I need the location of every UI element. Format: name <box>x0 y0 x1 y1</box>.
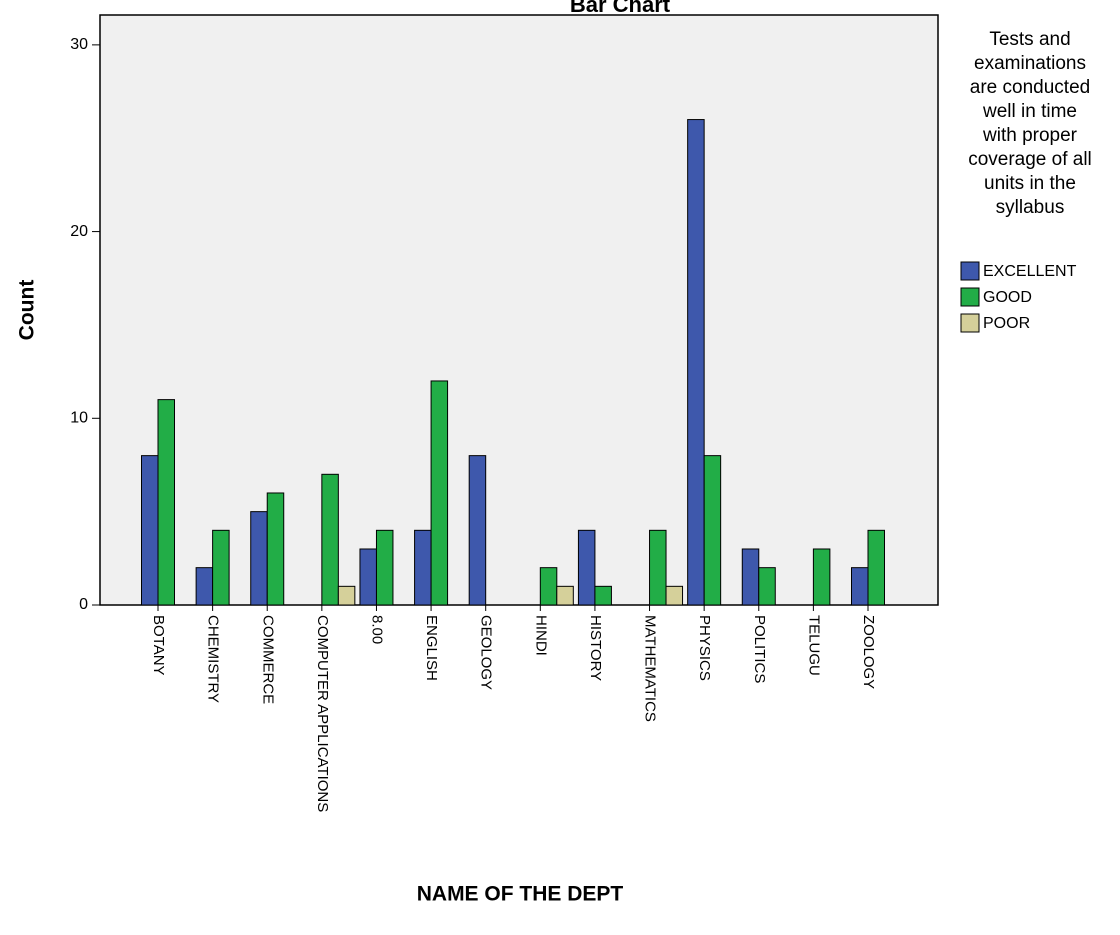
chart-title: Bar Chart <box>570 0 671 17</box>
legend-label: EXCELLENT <box>983 263 1077 280</box>
x-tick-label: 8.00 <box>368 615 385 644</box>
x-tick-label: HINDI <box>532 615 549 656</box>
legend-swatch <box>960 313 980 333</box>
x-tick-label: BOTANY <box>150 615 167 676</box>
x-tick-label: PHYSICS <box>696 615 713 681</box>
bar <box>758 567 776 606</box>
bar <box>687 119 705 606</box>
bar <box>195 567 214 606</box>
y-tick-label: 20 <box>70 223 88 240</box>
bar <box>649 529 667 606</box>
bar <box>665 585 684 606</box>
bar <box>375 529 394 606</box>
bar <box>468 455 487 606</box>
bar <box>141 455 159 606</box>
bar <box>851 567 869 606</box>
bar <box>359 548 377 606</box>
x-tick-label: MATHEMATICS <box>642 615 659 722</box>
plot-area <box>99 14 939 606</box>
y-axis-title: Count <box>16 280 39 341</box>
x-tick-label: HISTORY <box>587 615 604 681</box>
x-tick-label: TELUGU <box>805 615 822 676</box>
bar <box>157 399 175 606</box>
bar <box>430 380 449 606</box>
x-tick-label: ZOOLOGY <box>860 615 877 689</box>
bar <box>577 529 596 606</box>
bar <box>212 529 230 606</box>
bar <box>703 455 722 606</box>
bar <box>812 548 831 606</box>
legend-swatch <box>960 287 980 307</box>
y-tick-label: 0 <box>79 596 88 613</box>
x-tick-label: COMPUTER APPLICATIONS <box>314 615 331 812</box>
y-tick-label: 10 <box>70 410 88 427</box>
bar <box>556 585 574 606</box>
bar <box>414 529 432 606</box>
bar <box>741 548 760 606</box>
bar <box>594 585 612 606</box>
bar <box>321 473 339 606</box>
bar <box>250 511 268 606</box>
legend-title: Tests and examinations are conducted wel… <box>968 29 1092 218</box>
x-tick-label: POLITICS <box>751 615 768 683</box>
bar <box>266 492 285 606</box>
x-tick-label: COMMERCE <box>259 615 276 704</box>
bar <box>539 567 558 606</box>
bar <box>337 585 356 606</box>
legend-label: GOOD <box>983 289 1032 306</box>
legend-swatch <box>960 261 980 281</box>
legend-label: POOR <box>983 315 1030 332</box>
x-tick-label: GEOLOGY <box>478 615 495 690</box>
bar <box>867 529 885 606</box>
x-axis-title: NAME OF THE DEPT <box>417 883 624 906</box>
x-tick-label: ENGLISH <box>423 615 440 681</box>
x-tick-label: CHEMISTRY <box>205 615 222 703</box>
y-tick-label: 30 <box>70 36 88 53</box>
